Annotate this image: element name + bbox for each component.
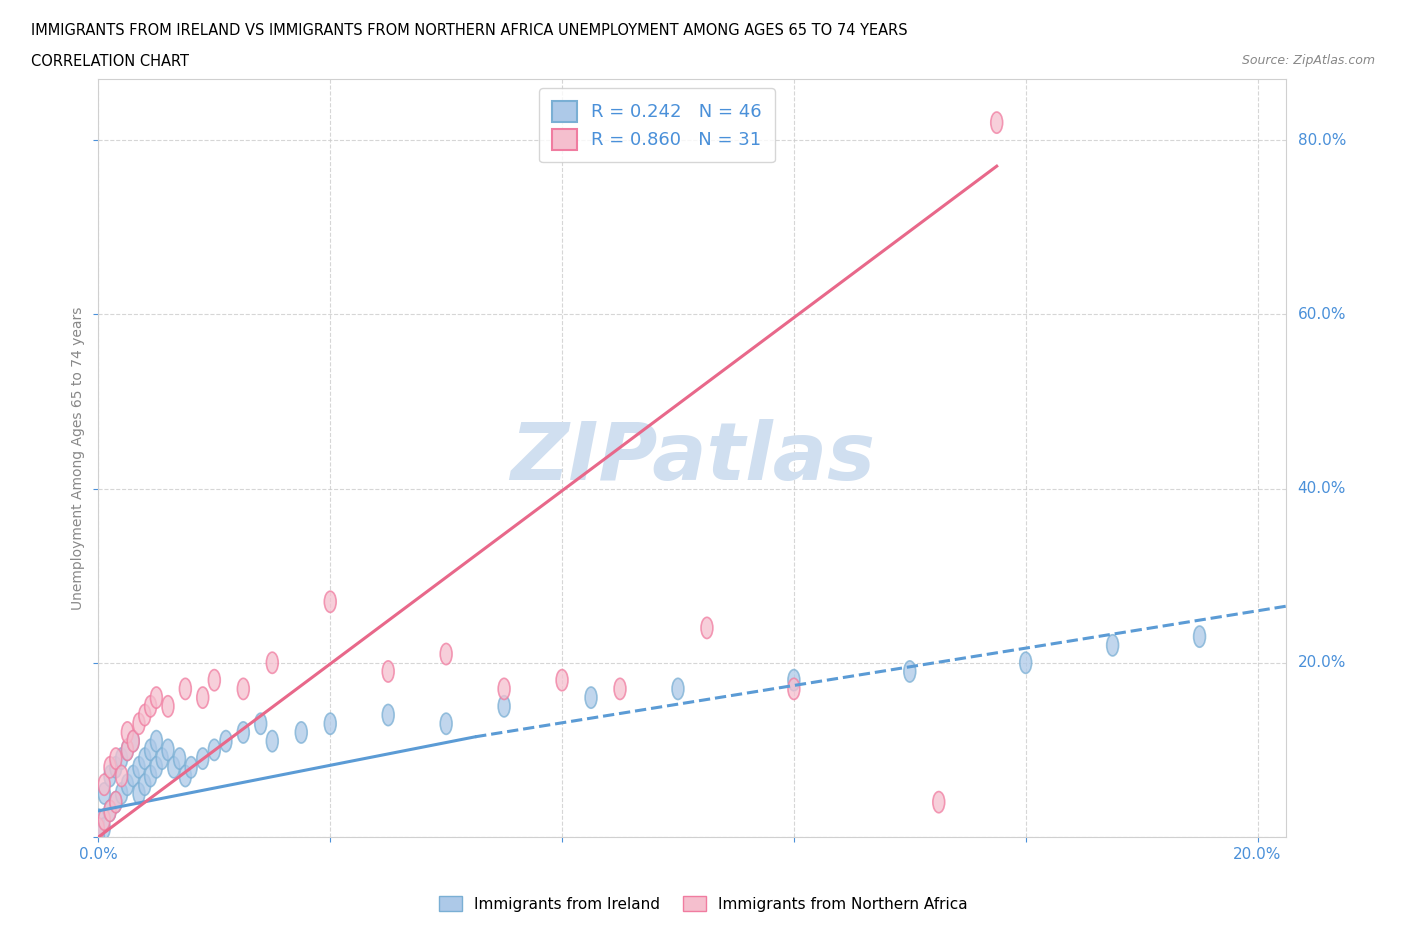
Ellipse shape — [104, 800, 115, 821]
Ellipse shape — [98, 774, 110, 795]
Ellipse shape — [382, 704, 394, 725]
Ellipse shape — [145, 696, 156, 717]
Ellipse shape — [121, 739, 134, 761]
Legend: Immigrants from Ireland, Immigrants from Northern Africa: Immigrants from Ireland, Immigrants from… — [433, 889, 973, 918]
Ellipse shape — [98, 809, 110, 830]
Ellipse shape — [585, 687, 598, 709]
Text: 20.0%: 20.0% — [1298, 656, 1346, 671]
Ellipse shape — [167, 757, 180, 777]
Ellipse shape — [173, 748, 186, 769]
Ellipse shape — [115, 783, 128, 804]
Ellipse shape — [93, 817, 104, 839]
Ellipse shape — [115, 748, 128, 769]
Ellipse shape — [139, 704, 150, 725]
Ellipse shape — [162, 739, 174, 761]
Ellipse shape — [150, 731, 162, 751]
Ellipse shape — [156, 748, 169, 769]
Ellipse shape — [208, 739, 221, 761]
Ellipse shape — [787, 678, 800, 699]
Ellipse shape — [121, 774, 134, 795]
Ellipse shape — [672, 678, 683, 699]
Ellipse shape — [110, 748, 122, 769]
Ellipse shape — [110, 757, 122, 777]
Ellipse shape — [991, 112, 1002, 133]
Ellipse shape — [150, 757, 162, 777]
Ellipse shape — [382, 661, 394, 682]
Ellipse shape — [498, 696, 510, 717]
Ellipse shape — [1107, 634, 1119, 656]
Ellipse shape — [180, 678, 191, 699]
Ellipse shape — [145, 739, 156, 761]
Ellipse shape — [128, 731, 139, 751]
Legend: R = 0.242   N = 46, R = 0.860   N = 31: R = 0.242 N = 46, R = 0.860 N = 31 — [538, 88, 775, 163]
Ellipse shape — [134, 757, 145, 777]
Ellipse shape — [128, 765, 139, 787]
Y-axis label: Unemployment Among Ages 65 to 74 years: Unemployment Among Ages 65 to 74 years — [72, 306, 86, 610]
Ellipse shape — [498, 678, 510, 699]
Ellipse shape — [110, 791, 122, 813]
Ellipse shape — [150, 687, 162, 709]
Text: IMMIGRANTS FROM IRELAND VS IMMIGRANTS FROM NORTHERN AFRICA UNEMPLOYMENT AMONG AG: IMMIGRANTS FROM IRELAND VS IMMIGRANTS FR… — [31, 23, 907, 38]
Ellipse shape — [325, 591, 336, 612]
Ellipse shape — [110, 791, 122, 813]
Ellipse shape — [614, 678, 626, 699]
Ellipse shape — [115, 765, 128, 787]
Text: Source: ZipAtlas.com: Source: ZipAtlas.com — [1241, 54, 1375, 67]
Ellipse shape — [440, 713, 453, 735]
Ellipse shape — [139, 774, 150, 795]
Text: CORRELATION CHART: CORRELATION CHART — [31, 54, 188, 69]
Ellipse shape — [254, 713, 267, 735]
Ellipse shape — [219, 731, 232, 751]
Ellipse shape — [121, 739, 134, 761]
Ellipse shape — [266, 652, 278, 673]
Ellipse shape — [93, 827, 104, 847]
Ellipse shape — [1019, 652, 1032, 673]
Ellipse shape — [162, 696, 174, 717]
Ellipse shape — [197, 687, 208, 709]
Ellipse shape — [325, 713, 336, 735]
Ellipse shape — [932, 791, 945, 813]
Ellipse shape — [295, 722, 307, 743]
Ellipse shape — [104, 765, 115, 787]
Ellipse shape — [702, 618, 713, 639]
Ellipse shape — [121, 722, 134, 743]
Ellipse shape — [1194, 626, 1205, 647]
Ellipse shape — [93, 809, 104, 830]
Ellipse shape — [266, 731, 278, 751]
Ellipse shape — [238, 678, 249, 699]
Ellipse shape — [98, 783, 110, 804]
Ellipse shape — [134, 713, 145, 735]
Ellipse shape — [186, 757, 197, 777]
Ellipse shape — [145, 765, 156, 787]
Ellipse shape — [134, 783, 145, 804]
Ellipse shape — [557, 670, 568, 691]
Ellipse shape — [904, 661, 915, 682]
Ellipse shape — [139, 748, 150, 769]
Ellipse shape — [238, 722, 249, 743]
Text: 80.0%: 80.0% — [1298, 133, 1346, 148]
Ellipse shape — [180, 765, 191, 787]
Text: 40.0%: 40.0% — [1298, 481, 1346, 496]
Ellipse shape — [104, 800, 115, 821]
Ellipse shape — [208, 670, 221, 691]
Ellipse shape — [98, 817, 110, 839]
Ellipse shape — [197, 748, 208, 769]
Ellipse shape — [440, 644, 453, 665]
Ellipse shape — [104, 757, 115, 777]
Ellipse shape — [128, 731, 139, 751]
Ellipse shape — [787, 670, 800, 691]
Text: 60.0%: 60.0% — [1298, 307, 1346, 322]
Text: ZIPatlas: ZIPatlas — [510, 419, 875, 497]
